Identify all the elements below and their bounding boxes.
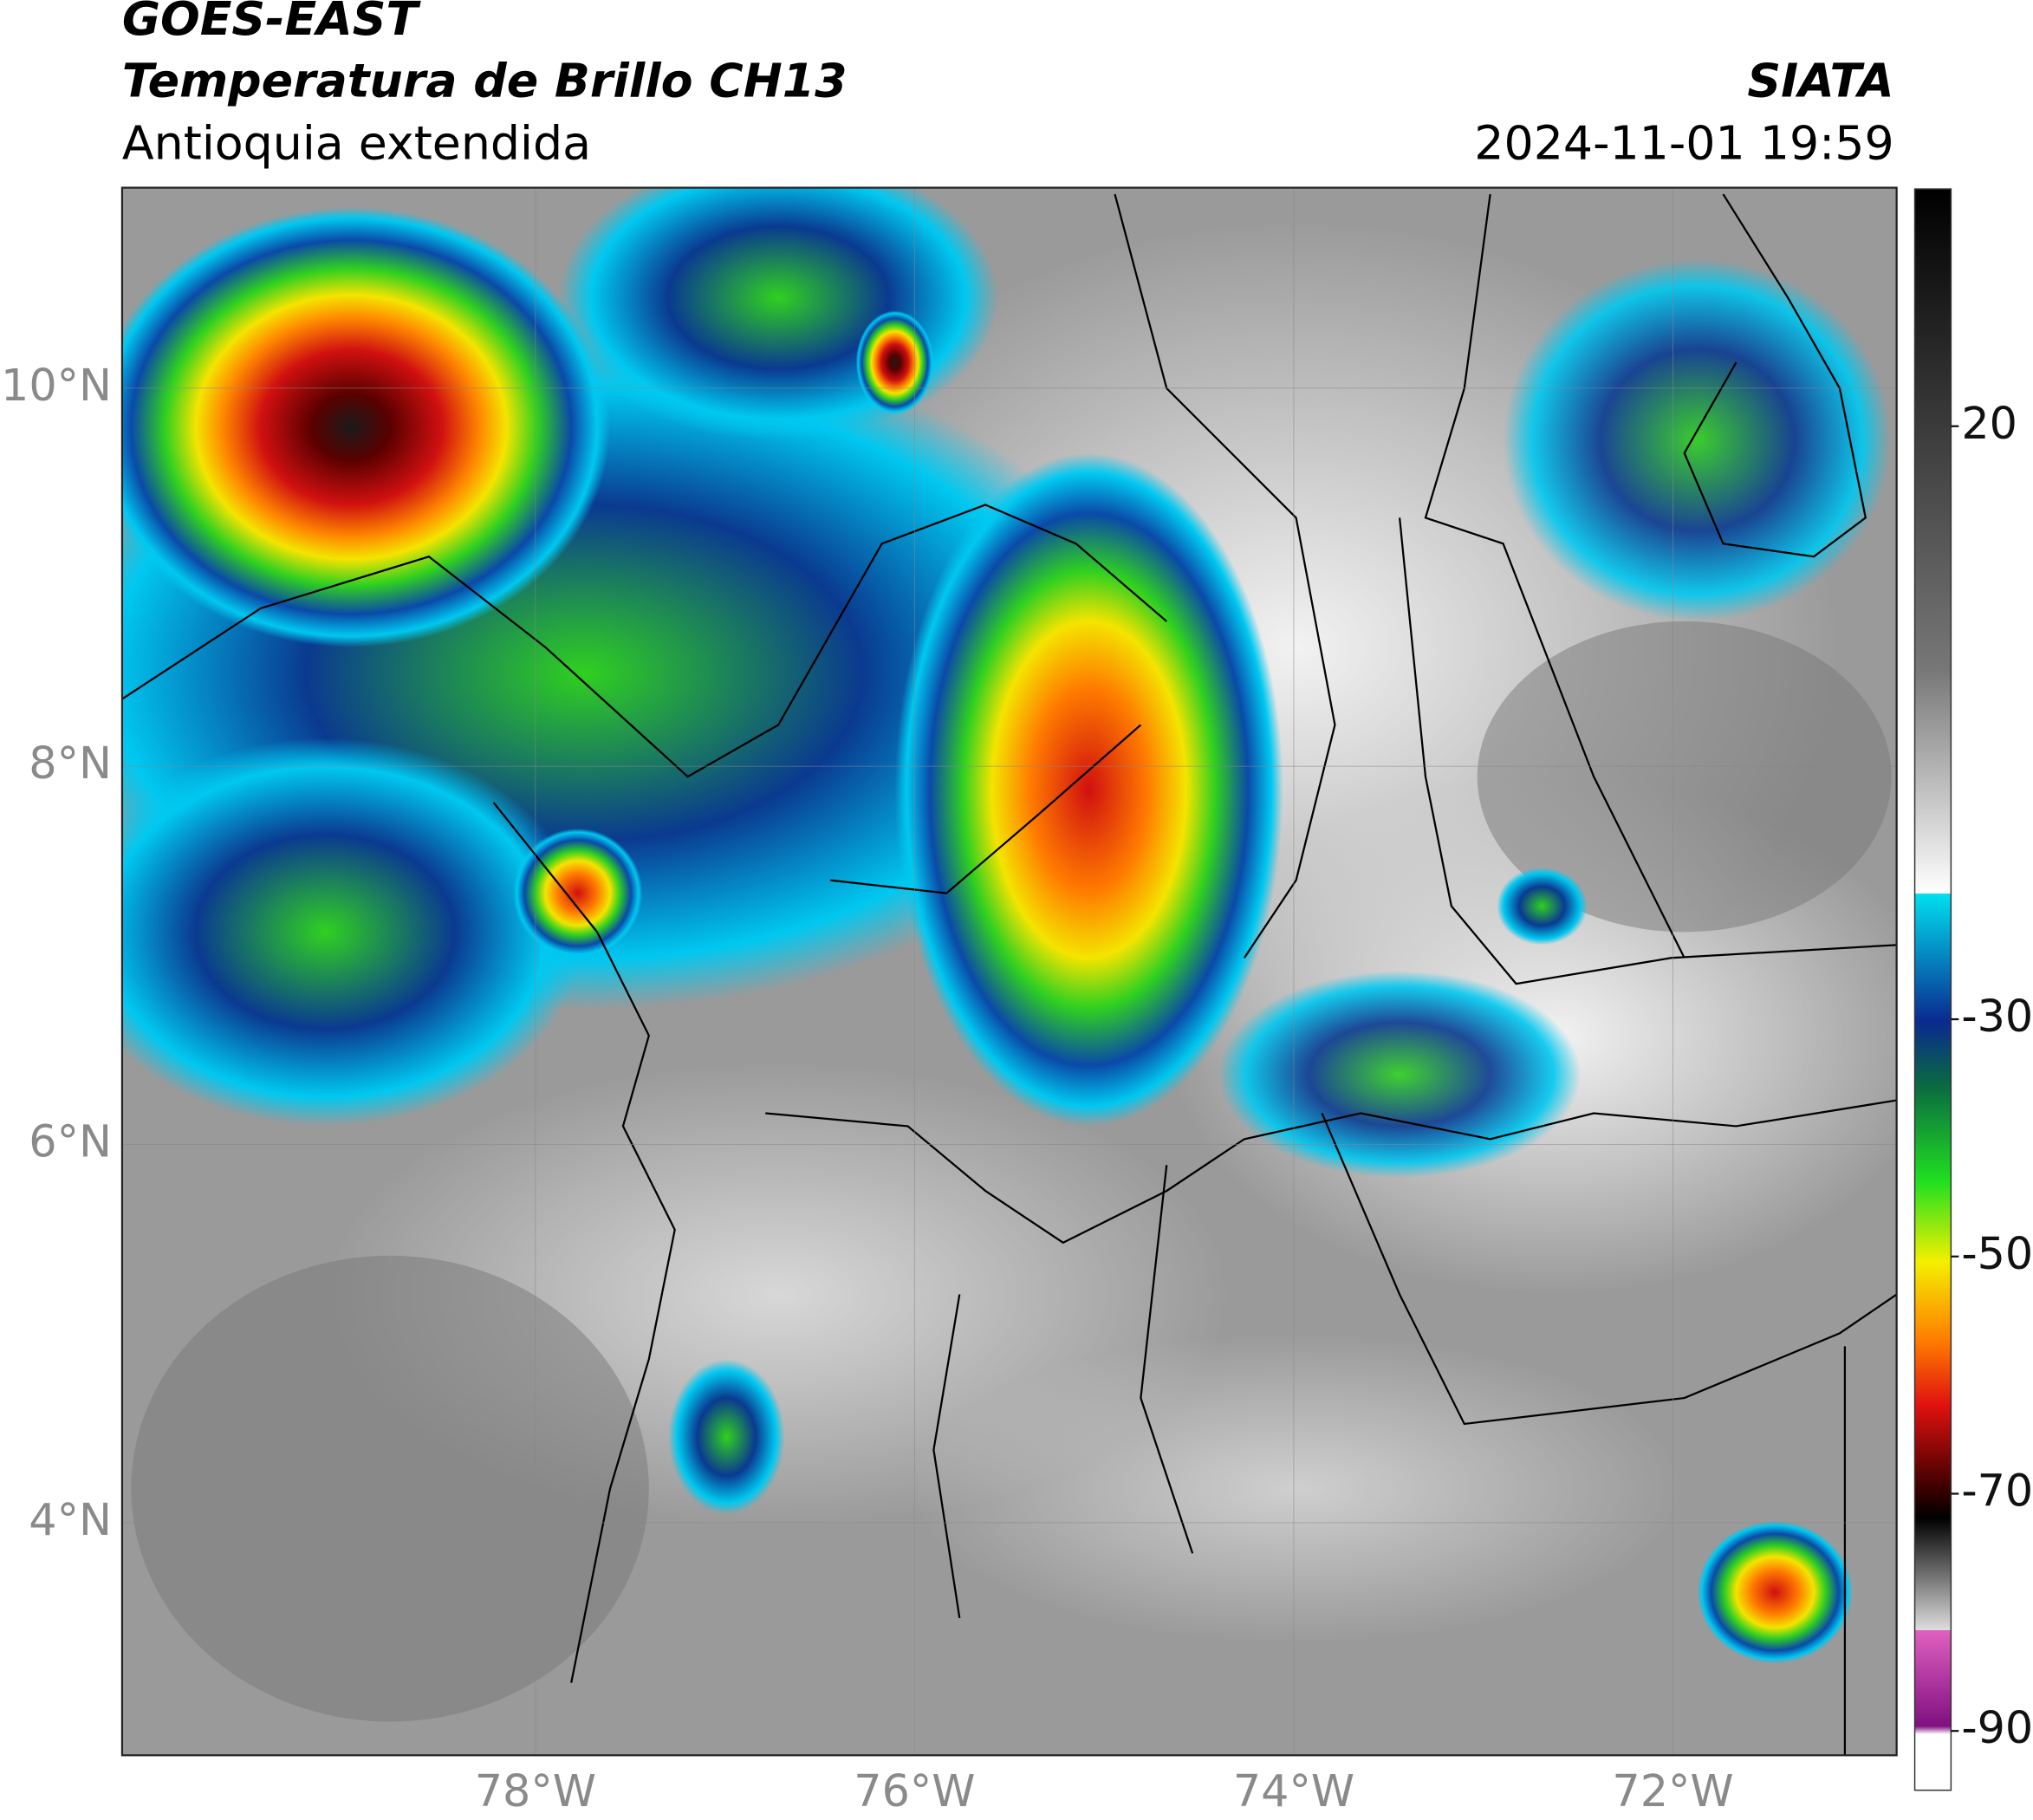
x-tick-label: 78°W xyxy=(475,1765,596,1817)
title: GOES-EAST xyxy=(122,0,422,46)
colorbar-tick-label: -90 xyxy=(1961,1702,2033,1753)
x-tick-label: 74°W xyxy=(1233,1765,1354,1817)
colorbar-tick-label: -70 xyxy=(1961,1466,2033,1517)
colorbar-tick-label: -30 xyxy=(1961,991,2033,1042)
subtitle: Antioquia extendida xyxy=(122,115,591,170)
header: GOES-EAST Temperatura de Brillo CH13 Ant… xyxy=(122,0,1894,170)
colorbar-tick-label: -50 xyxy=(1961,1228,2033,1279)
timestamp: 2024-11-01 19:59 xyxy=(1474,115,1893,170)
colorbar-tick-label: 20 xyxy=(1961,398,2017,449)
colorbar xyxy=(1913,188,1952,1791)
y-tick-label: 6°N xyxy=(29,1116,112,1167)
map-frame xyxy=(120,186,1898,1757)
agency: SIATA xyxy=(1747,54,1893,108)
x-tick-label: 76°W xyxy=(854,1765,975,1817)
x-tick-label: 72°W xyxy=(1612,1765,1733,1817)
title: Temperatura de Brillo CH13 xyxy=(122,54,848,108)
y-tick-label: 10°N xyxy=(1,360,112,411)
y-tick-label: 4°N xyxy=(29,1494,112,1545)
graticule xyxy=(121,187,1897,1756)
y-tick-label: 8°N xyxy=(29,738,112,789)
map-imagery xyxy=(121,187,1897,1756)
colorbar-ticks: 20 -30 -50 -70 -90 xyxy=(1951,398,2033,1753)
